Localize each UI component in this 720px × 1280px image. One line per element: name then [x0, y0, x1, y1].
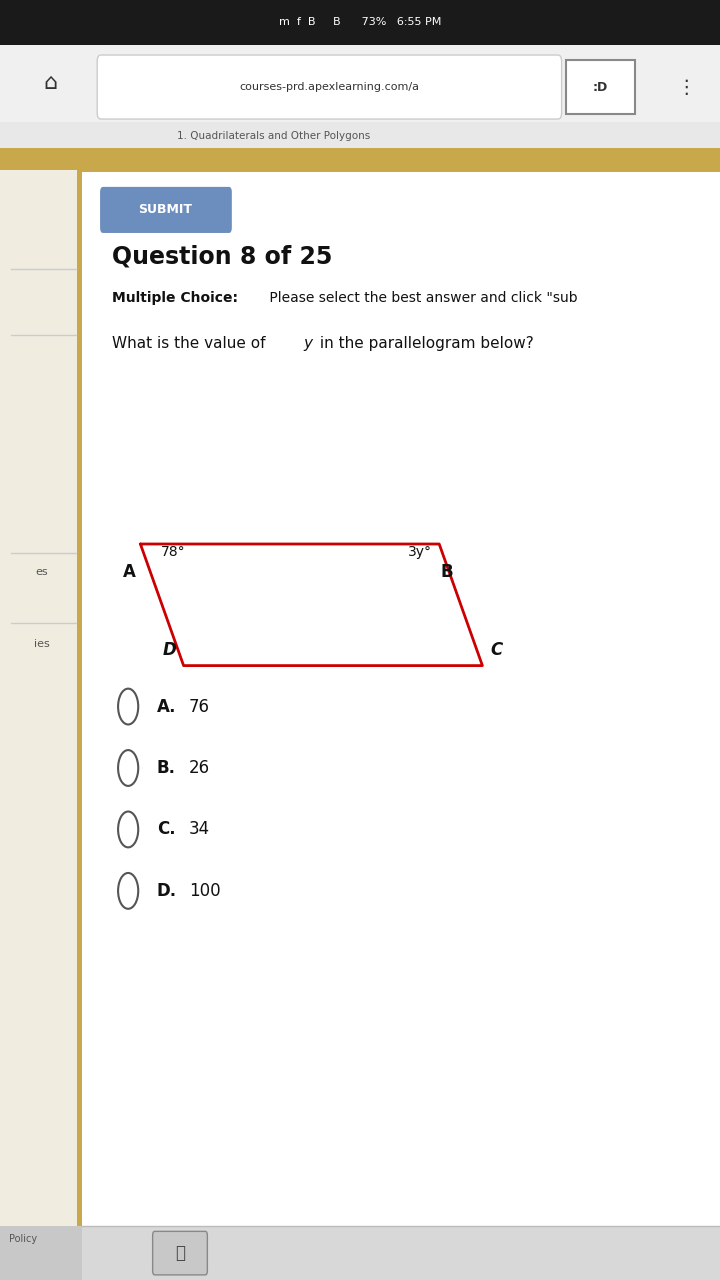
Text: ⌂: ⌂: [43, 73, 58, 93]
Text: 78°: 78°: [161, 545, 185, 558]
FancyBboxPatch shape: [82, 172, 720, 1226]
Text: B.: B.: [157, 759, 176, 777]
Text: in the parallelogram below?: in the parallelogram below?: [315, 335, 534, 351]
FancyBboxPatch shape: [566, 60, 635, 114]
Text: Policy: Policy: [9, 1234, 37, 1244]
Text: C.: C.: [157, 820, 176, 838]
FancyBboxPatch shape: [0, 1226, 82, 1280]
Text: ⋮: ⋮: [676, 78, 696, 96]
FancyBboxPatch shape: [97, 55, 562, 119]
Text: ⎙: ⎙: [175, 1244, 185, 1262]
Text: 1. Quadrilaterals and Other Polygons: 1. Quadrilaterals and Other Polygons: [177, 131, 370, 141]
Text: :D: :D: [593, 81, 608, 93]
Text: D.: D.: [157, 882, 177, 900]
Text: ies: ies: [34, 639, 50, 649]
FancyBboxPatch shape: [0, 45, 720, 122]
Text: SUBMIT: SUBMIT: [138, 204, 193, 216]
FancyBboxPatch shape: [0, 148, 720, 172]
Text: es: es: [35, 567, 48, 577]
Text: m  f  B     B      73%   6:55 PM: m f B B 73% 6:55 PM: [279, 18, 441, 27]
FancyBboxPatch shape: [77, 170, 82, 1280]
Text: y: y: [304, 335, 312, 351]
FancyBboxPatch shape: [0, 0, 720, 45]
Text: B: B: [440, 563, 453, 581]
FancyBboxPatch shape: [0, 170, 82, 1280]
Text: C: C: [490, 641, 503, 659]
Text: 76: 76: [189, 698, 210, 716]
Text: Question 8 of 25: Question 8 of 25: [112, 244, 332, 268]
Text: Multiple Choice:: Multiple Choice:: [112, 292, 238, 305]
FancyBboxPatch shape: [0, 122, 720, 148]
Text: What is the value of: What is the value of: [112, 335, 270, 351]
FancyBboxPatch shape: [100, 187, 232, 233]
Text: 100: 100: [189, 882, 220, 900]
Text: 26: 26: [189, 759, 210, 777]
Text: A: A: [123, 563, 136, 581]
FancyBboxPatch shape: [82, 1226, 720, 1280]
Text: A.: A.: [157, 698, 176, 716]
Text: courses-prd.apexlearning.com/a: courses-prd.apexlearning.com/a: [239, 82, 419, 92]
Text: Please select the best answer and click "sub: Please select the best answer and click …: [265, 292, 577, 305]
Text: 3y°: 3y°: [408, 545, 432, 558]
Text: 34: 34: [189, 820, 210, 838]
Text: D: D: [162, 641, 176, 659]
FancyBboxPatch shape: [153, 1231, 207, 1275]
